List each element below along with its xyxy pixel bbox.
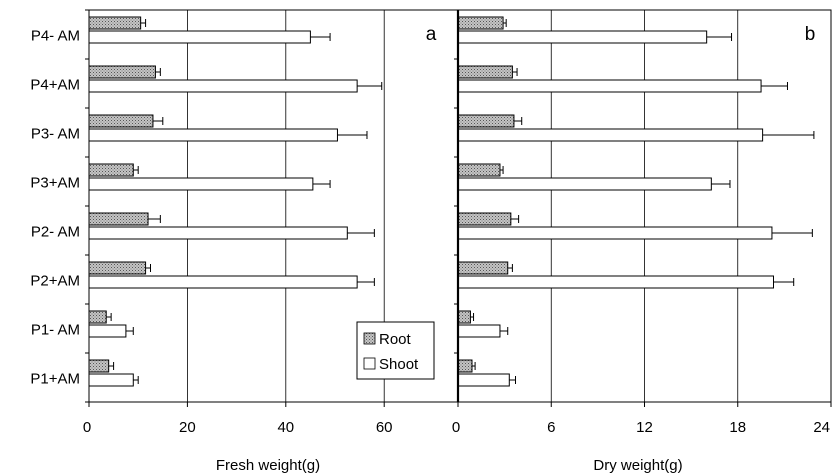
error-bar-b-root-7 — [471, 362, 476, 370]
error-bar-a-shoot-1 — [357, 82, 383, 90]
legend-box — [356, 321, 435, 380]
bar-b-shoot-1 — [457, 79, 762, 93]
bar-b-root-2 — [457, 114, 515, 128]
legend-swatch-shoot — [363, 357, 376, 370]
bar-a-shoot-1 — [88, 79, 358, 93]
legend-swatch-root — [363, 332, 376, 345]
bar-a-root-7 — [88, 359, 110, 373]
error-bar-a-shoot-5 — [357, 278, 375, 286]
legend-label-root: Root — [379, 331, 412, 348]
bar-b-shoot-7 — [457, 373, 510, 387]
error-bar-b-shoot-0 — [706, 33, 733, 41]
category-labels: P4- AM P4+AM P3- AM P3+AM P2- AM P2+AM P1- AM P… — [30, 28, 80, 388]
bar-b-root-0 — [457, 16, 504, 30]
error-bar-a-root-5 — [145, 264, 151, 272]
error-bar-a-root-7 — [108, 362, 115, 370]
category-label-5: P2+AM — [30, 273, 80, 290]
bar-a-root-4 — [88, 212, 149, 226]
error-bar-b-root-3 — [499, 166, 504, 174]
error-bar-b-root-1 — [512, 68, 518, 76]
bar-a-root-5 — [88, 261, 147, 275]
panel-b: 0 6 12 18 24 b Dry weight(g) — [452, 9, 832, 474]
x-tick-label-a-3: 60 — [376, 419, 393, 436]
error-bar-b-root-4 — [510, 215, 520, 223]
x-tick-label-a-0: 0 — [83, 419, 91, 436]
category-label-2: P3- AM — [31, 126, 80, 143]
bar-a-shoot-7 — [88, 373, 134, 387]
bar-b-root-4 — [457, 212, 512, 226]
bar-b-shoot-0 — [457, 30, 708, 44]
category-label-7: P1+AM — [30, 371, 80, 388]
error-bar-b-shoot-7 — [509, 376, 517, 384]
error-bar-a-root-0 — [140, 19, 147, 27]
x-tick-label-b-2: 12 — [636, 419, 653, 436]
category-label-6: P1- AM — [31, 322, 80, 339]
error-bar-a-root-3 — [133, 166, 139, 174]
bar-b-shoot-2 — [457, 128, 764, 142]
error-bar-a-shoot-6 — [125, 327, 134, 335]
x-tick-label-a-2: 40 — [277, 419, 294, 436]
bar-b-root-3 — [457, 163, 501, 177]
bar-b-shoot-6 — [457, 324, 501, 338]
error-bar-a-root-1 — [155, 68, 161, 76]
x-axis-title-a: Fresh weight(g) — [216, 457, 320, 474]
bar-a-shoot-4 — [88, 226, 348, 240]
bar-b-shoot-5 — [457, 275, 774, 289]
bar-a-shoot-2 — [88, 128, 338, 142]
x-axis-title-b: Dry weight(g) — [593, 457, 682, 474]
x-tick-label-b-0: 0 — [452, 419, 460, 436]
error-bar-a-shoot-7 — [133, 376, 139, 384]
bar-b-root-6 — [457, 310, 471, 324]
x-tick-label-a-1: 20 — [179, 419, 196, 436]
bar-a-root-3 — [88, 163, 134, 177]
category-label-0: P4- AM — [31, 28, 80, 45]
bar-b-root-1 — [457, 65, 513, 79]
error-bar-a-shoot-3 — [312, 180, 331, 188]
error-bar-b-root-5 — [507, 264, 513, 272]
error-bar-a-shoot-4 — [347, 229, 375, 237]
panel-b-letter: b — [805, 24, 816, 45]
x-tick-label-b-4: 24 — [813, 419, 830, 436]
error-bar-b-shoot-6 — [499, 327, 509, 335]
category-label-3: P3+AM — [30, 175, 80, 192]
panel-a: 0 20 40 60 a Fresh weight(g) Root Shoot — [83, 9, 459, 474]
bar-b-root-7 — [457, 359, 473, 373]
error-bar-a-root-2 — [152, 117, 164, 125]
bar-b-root-5 — [457, 261, 509, 275]
bar-a-shoot-0 — [88, 30, 311, 44]
error-bar-a-shoot-2 — [337, 131, 368, 139]
x-tick-label-b-1: 6 — [547, 419, 555, 436]
error-bar-a-root-4 — [148, 215, 161, 223]
bar-b-shoot-3 — [457, 177, 712, 191]
bar-a-shoot-3 — [88, 177, 314, 191]
bar-a-root-2 — [88, 114, 154, 128]
category-label-1: P4+AM — [30, 77, 80, 94]
error-bar-b-shoot-5 — [773, 278, 795, 286]
error-bar-b-root-6 — [470, 313, 475, 321]
category-label-4: P2- AM — [31, 224, 80, 241]
error-bar-b-shoot-4 — [771, 229, 813, 237]
error-bar-b-shoot-1 — [761, 82, 788, 90]
bar-a-root-6 — [88, 310, 107, 324]
legend-label-shoot: Shoot — [379, 356, 419, 373]
bar-a-root-0 — [88, 16, 142, 30]
panel-a-letter: a — [426, 24, 437, 45]
x-tick-label-b-3: 18 — [729, 419, 746, 436]
error-bar-b-shoot-3 — [711, 180, 731, 188]
error-bar-a-root-6 — [106, 313, 112, 321]
error-bar-b-root-2 — [513, 117, 523, 125]
error-bar-b-root-0 — [503, 19, 507, 27]
error-bar-a-shoot-0 — [310, 33, 331, 41]
bar-b-shoot-4 — [457, 226, 773, 240]
bar-a-shoot-6 — [88, 324, 127, 338]
bar-a-shoot-5 — [88, 275, 358, 289]
legend: Root Shoot — [356, 321, 435, 380]
bar-a-root-1 — [88, 65, 156, 79]
error-bar-b-shoot-2 — [762, 131, 815, 139]
